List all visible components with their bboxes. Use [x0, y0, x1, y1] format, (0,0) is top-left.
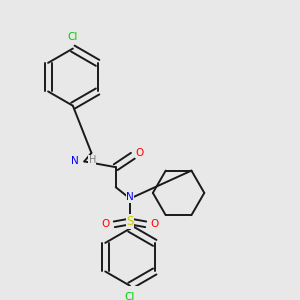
- Text: S: S: [126, 215, 134, 228]
- Text: O: O: [102, 219, 110, 229]
- Text: Cl: Cl: [125, 292, 135, 300]
- Text: N: N: [71, 157, 79, 166]
- Text: H: H: [88, 155, 96, 165]
- Text: O: O: [150, 219, 158, 229]
- Text: N: N: [126, 192, 134, 202]
- Text: O: O: [136, 148, 144, 158]
- Text: Cl: Cl: [68, 32, 78, 42]
